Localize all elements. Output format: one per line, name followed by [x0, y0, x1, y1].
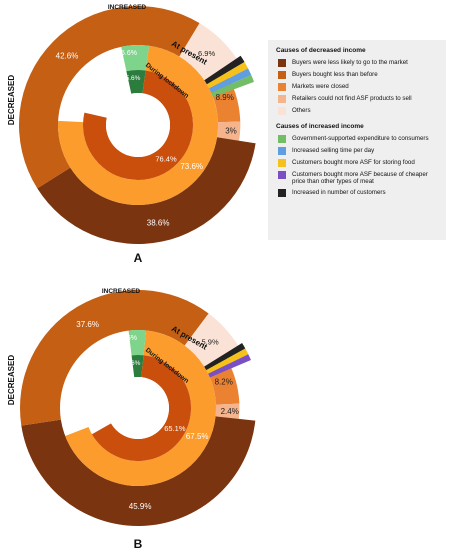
- legend-item-markets-closed: Markets were closed: [276, 83, 438, 91]
- outer-value-label: 2.4%: [221, 407, 239, 416]
- outer-value-label: 8.9%: [216, 93, 234, 102]
- middle-decreased: [65, 330, 217, 487]
- increased-label: INCREASED: [108, 4, 147, 11]
- legend-swatch: [278, 83, 286, 91]
- increased-label: INCREASED: [102, 288, 141, 295]
- middle-increased-label: 5.6%: [121, 50, 137, 57]
- legend-item-cheaper-price: Customers bought more ASF because of che…: [276, 171, 438, 185]
- decreased-label: DECREASED: [7, 355, 16, 405]
- legend-label: Increased selling time per day: [292, 147, 375, 154]
- legend-item-retailers: Retailers could not find ASF products to…: [276, 95, 438, 103]
- legend-label: Increased in number of customers: [292, 189, 386, 196]
- outer-value-label: 3%: [225, 127, 237, 136]
- middle-value-label: 67.5%: [186, 432, 209, 441]
- legend-item-storing-food: Customers bought more ASF for storing fo…: [276, 159, 438, 167]
- outer-increased-segment: [206, 348, 249, 374]
- legend-swatch: [278, 59, 286, 67]
- outer-value-label: 8.2%: [215, 377, 233, 386]
- legend-swatch: [278, 135, 286, 143]
- legend-item-bought-less: Buyers bought less than before: [276, 71, 438, 79]
- panel-letter: B: [134, 537, 143, 550]
- panel-letter: A: [134, 251, 143, 265]
- legend-item-government: Government-supported expenditure to cons…: [276, 135, 438, 143]
- legend-swatch: [278, 189, 286, 197]
- inner-increased: [126, 70, 146, 94]
- legend-swatch: [278, 107, 286, 115]
- legend-item-more-customers: Increased in number of customers: [276, 189, 438, 197]
- legend-label: Buyers were less likely to go to the mar…: [292, 59, 408, 66]
- outer-value-label: 5.9%: [202, 338, 219, 347]
- legend-decreased-heading: Causes of decreased income: [276, 47, 366, 54]
- outer-less-likely: [37, 137, 256, 245]
- legend: Causes of decreased income Buyers were l…: [268, 40, 446, 240]
- outer-value-label: 37.6%: [76, 320, 99, 329]
- outer-value-label: 6.9%: [198, 49, 215, 58]
- legend-label: Customers bought more ASF for storing fo…: [292, 159, 415, 166]
- decreased-label: DECREASED: [7, 75, 16, 125]
- outer-value-label: 42.6%: [56, 51, 79, 60]
- inner-increased-label: 3.6%: [126, 360, 141, 367]
- center-hole: [107, 377, 169, 439]
- middle-increased: [121, 44, 150, 72]
- middle-increased: [128, 329, 147, 356]
- outer-increased-segment: [209, 68, 252, 93]
- legend-label: Government-supported expenditure to cons…: [292, 135, 429, 142]
- outer-bought-less: [19, 6, 200, 189]
- outer-less-likely: [21, 416, 256, 526]
- legend-label: Customers bought more ASF because of che…: [292, 171, 428, 185]
- panel-b: 45.9% 37.6% 8.2% 2.4% 5.9% 67.5%65.1% 3.6% 3.6%…: [7, 288, 256, 550]
- outer-others: [179, 23, 237, 81]
- legend-item-selling-time: Increased selling time per day: [276, 147, 438, 155]
- outer-retailers: [217, 121, 241, 141]
- legend-label: Buyers bought less than before: [292, 71, 378, 78]
- legend-increased-heading: Causes of increased income: [276, 123, 364, 130]
- inner-increased-label: 5.6%: [126, 75, 141, 82]
- outer-increased-segment: [206, 62, 249, 89]
- outer-value-label: 38.6%: [147, 218, 170, 227]
- outer-increased-segment: [211, 75, 254, 98]
- legend-swatch: [278, 95, 286, 103]
- legend-label: Markets were closed: [292, 83, 349, 90]
- inner-value-label: 65.1%: [164, 424, 186, 433]
- middle-decreased: [58, 45, 219, 206]
- legend-swatch: [278, 171, 286, 179]
- panel-a: 38.6% 42.6% 8.9% 3% 6.9% 73.6%76.4% 5.6% 5.6% DE…: [7, 4, 256, 265]
- middle-value-label: 73.6%: [180, 162, 203, 171]
- legend-swatch: [278, 147, 286, 155]
- legend-label: Retailers could not find ASF products to…: [292, 95, 412, 102]
- outer-bought-less: [20, 289, 209, 426]
- legend-label: Others: [292, 107, 311, 114]
- inner-value-label: 76.4%: [155, 154, 177, 163]
- outer-value-label: 45.9%: [129, 502, 152, 511]
- center-hole: [106, 93, 170, 157]
- outer-retailers: [215, 403, 240, 419]
- outer-increased-segment: [204, 55, 245, 85]
- legend-swatch: [278, 71, 286, 79]
- middle-increased-label: 3.6%: [121, 335, 137, 342]
- inner-decreased: [83, 70, 194, 181]
- outer-others: [184, 313, 239, 367]
- outer-increased-segment: [204, 342, 246, 371]
- legend-swatch: [278, 159, 286, 167]
- outer-increased-segment: [208, 354, 251, 378]
- inner-increased: [131, 354, 144, 378]
- inner-decreased: [91, 355, 192, 462]
- legend-item-less-likely: Buyers were less likely to go to the mar…: [276, 59, 438, 67]
- legend-item-others: Others: [276, 107, 438, 115]
